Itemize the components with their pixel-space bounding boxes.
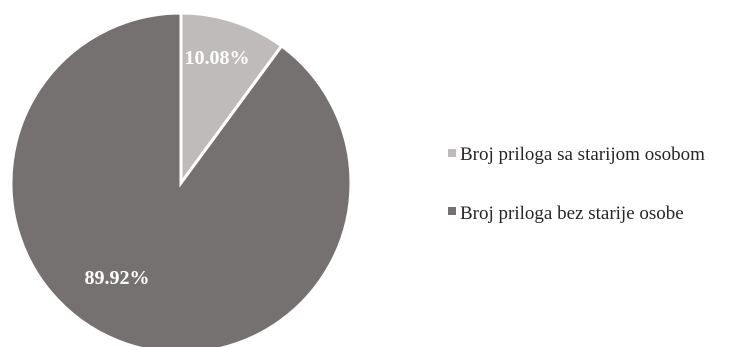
slice-data-label: 89.92% (85, 267, 150, 289)
pie-slices (9, 11, 353, 347)
pie-slice[interactable] (9, 11, 353, 347)
legend-item[interactable]: Broj priloga bez starije osobe (448, 203, 684, 224)
pie-data-labels: 10.08% 89.92% (85, 47, 250, 289)
slice-data-label: 10.08% (185, 47, 250, 69)
legend-item[interactable]: Broj priloga sa starijom osobom (448, 144, 705, 165)
legend: Broj priloga sa starijom osobom Broj pri… (448, 144, 705, 224)
legend-label: Broj priloga bez starije osobe (460, 203, 684, 224)
pie-slice[interactable] (179, 11, 284, 188)
legend-swatch (448, 149, 456, 157)
legend-label: Broj priloga sa starijom osobom (460, 144, 705, 165)
legend-swatch (448, 207, 456, 215)
